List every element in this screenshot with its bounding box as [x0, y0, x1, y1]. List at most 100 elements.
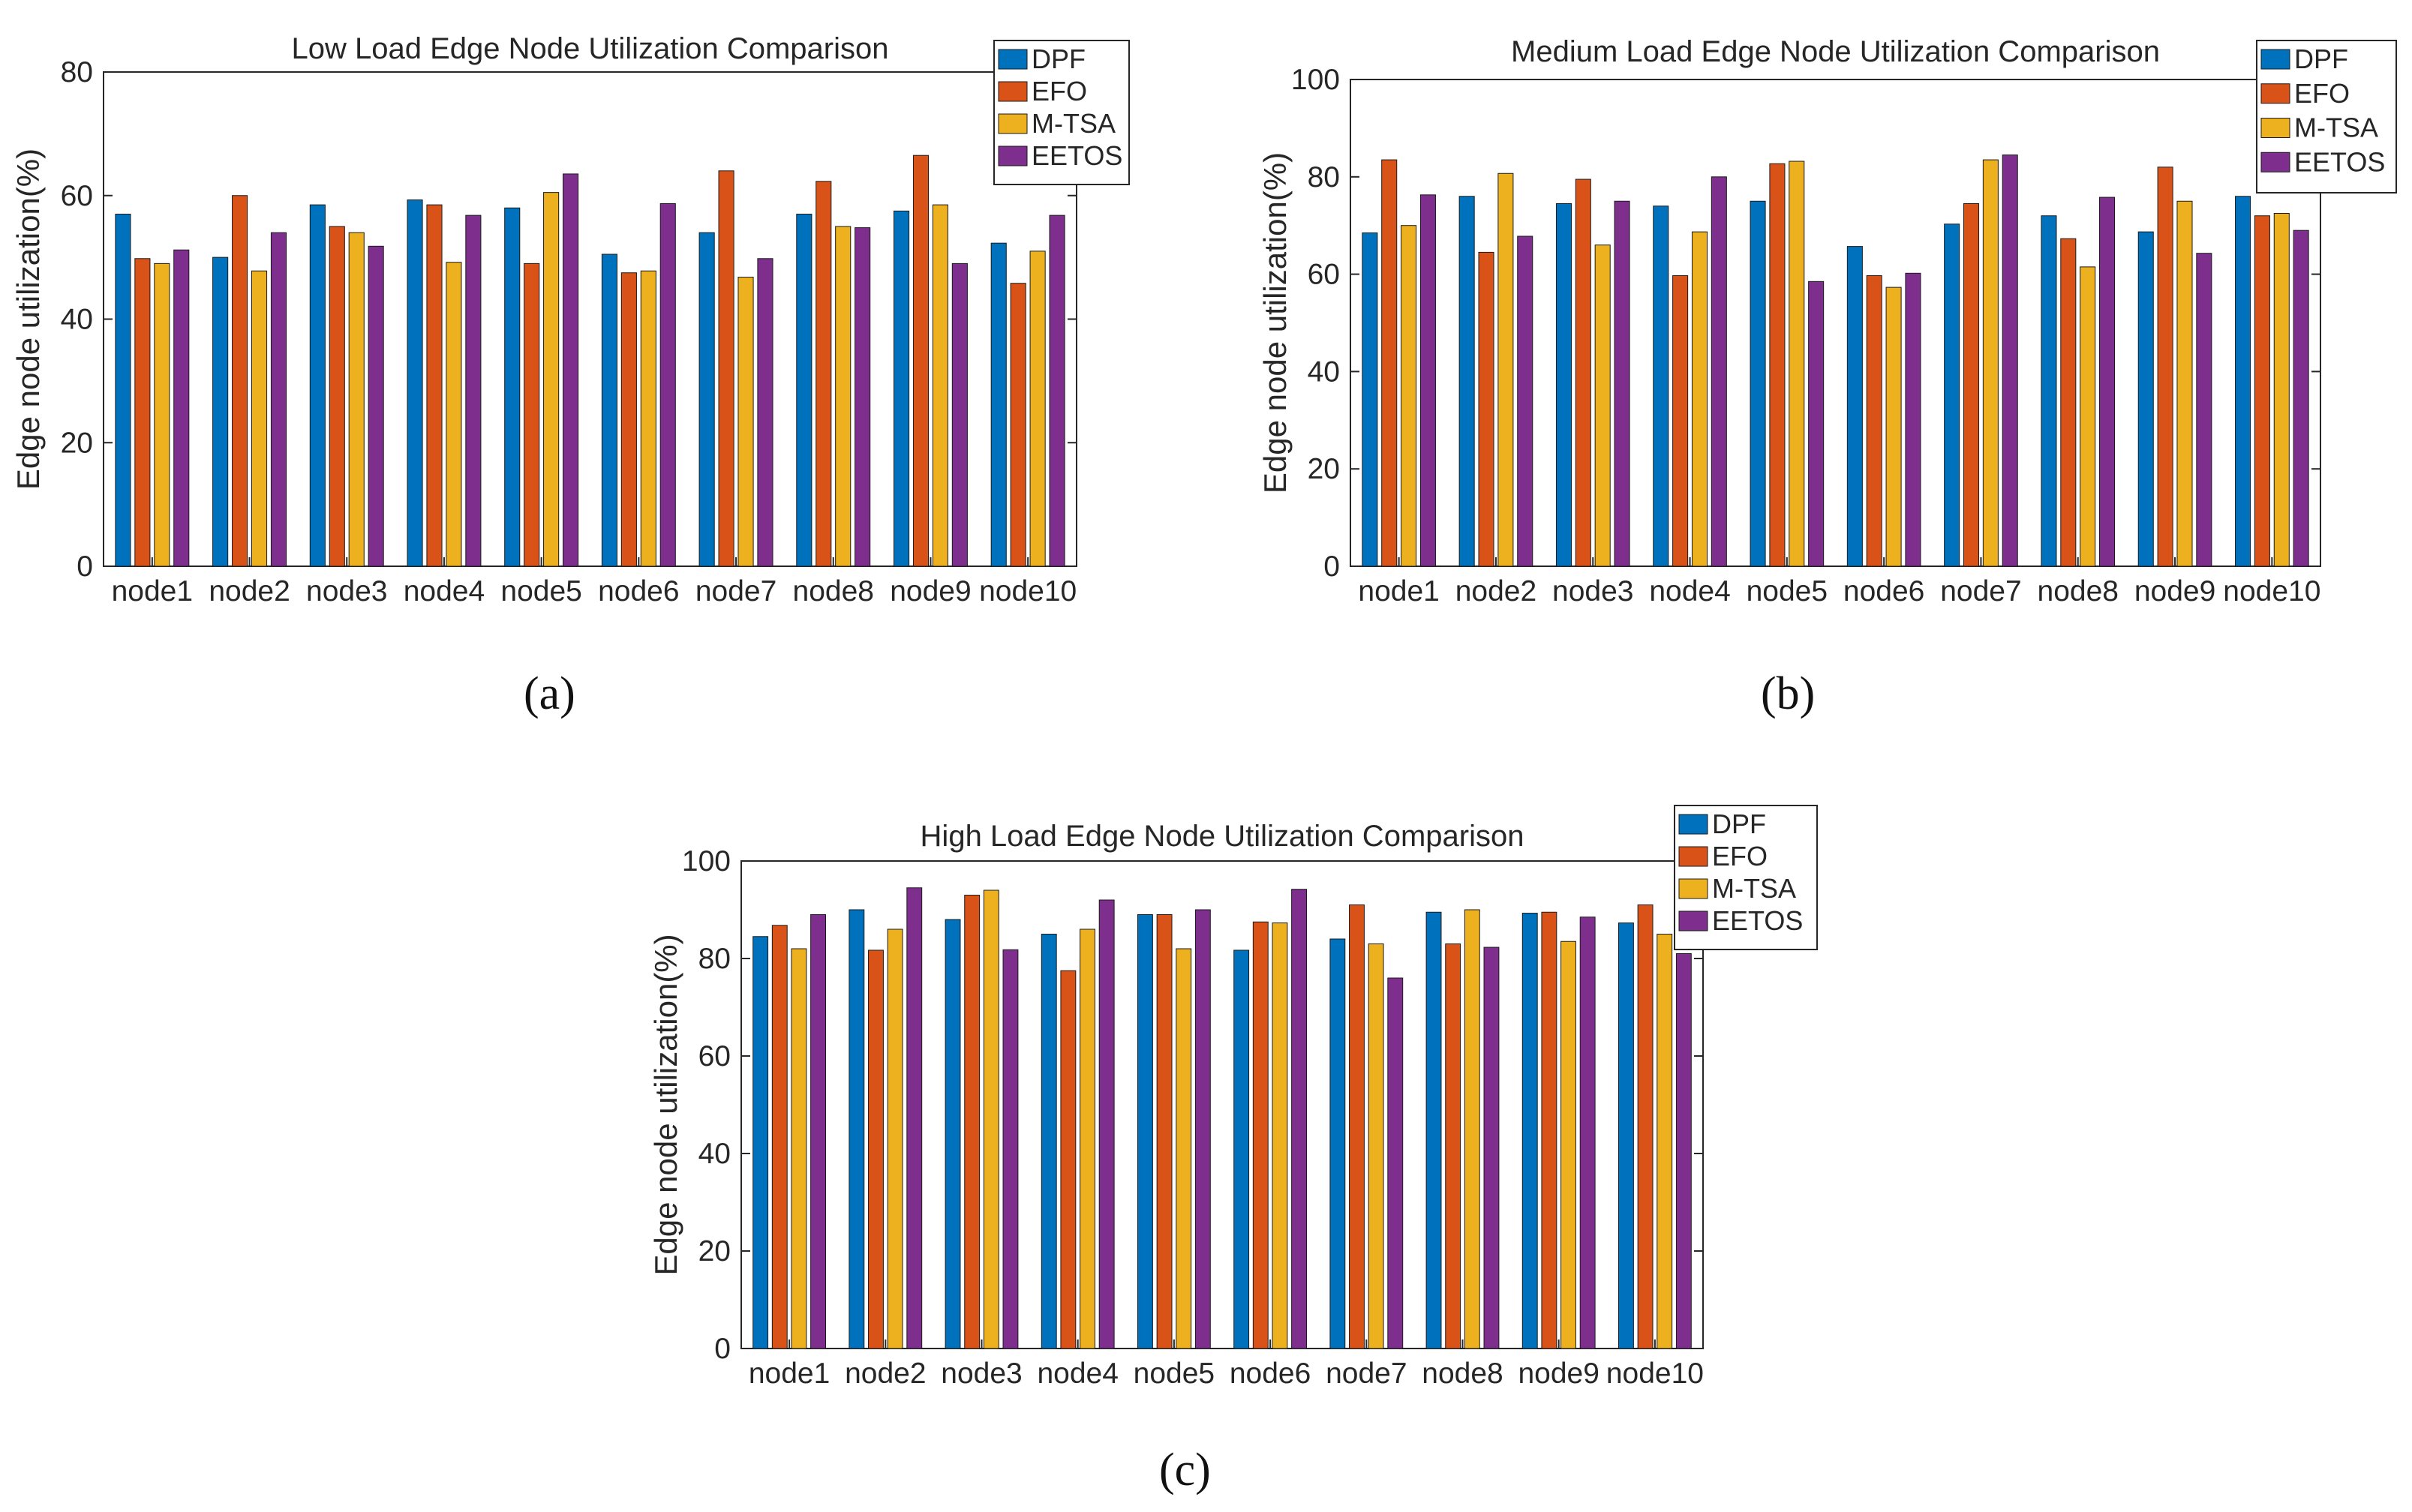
bar-eetos-node8: [1483, 946, 1500, 1349]
bar-dpf-node7: [1944, 224, 1960, 567]
bar-dpf-node6: [601, 254, 617, 567]
x-tick-label: node9: [1518, 1358, 1599, 1390]
legend-label-eetos: EETOS: [1032, 140, 1122, 171]
bar-eetos-node8: [855, 227, 871, 567]
bar-dpf-node1: [1362, 232, 1378, 567]
bar-eetos-node2: [906, 887, 923, 1349]
bar-dpf-node3: [945, 919, 961, 1349]
bar-m-tsa-node5: [1789, 160, 1805, 567]
bar-efo-node1: [134, 258, 151, 567]
y-tick-label: 0: [1323, 550, 1340, 583]
y-tick-label: 100: [682, 845, 731, 878]
y-tick-label: 20: [698, 1235, 731, 1268]
x-tick-label: node2: [845, 1358, 926, 1390]
bar-m-tsa-node3: [983, 890, 999, 1349]
bar-eetos-node1: [1419, 194, 1436, 567]
bar-eetos-node6: [659, 202, 676, 567]
x-tick-label: node1: [1358, 575, 1439, 608]
bar-efo-node2: [868, 950, 884, 1349]
bar-efo-node8: [2060, 238, 2077, 567]
plot-area: [740, 860, 1704, 1349]
bar-dpf-node5: [504, 207, 521, 567]
bar-efo-node3: [329, 226, 345, 567]
bar-m-tsa-node1: [791, 948, 807, 1349]
x-tick-label: node2: [1455, 575, 1536, 608]
bar-m-tsa-node6: [1885, 286, 1902, 567]
bar-dpf-node7: [1329, 938, 1346, 1349]
bar-efo-node4: [1672, 275, 1689, 567]
chart-title: High Load Edge Node Utilization Comparis…: [921, 820, 1524, 853]
bar-dpf-node6: [1233, 950, 1250, 1349]
y-tick-label: 0: [77, 550, 93, 583]
bar-eetos-node10: [1675, 953, 1692, 1349]
x-tick-label: node5: [500, 575, 581, 608]
x-tick-label: node7: [1940, 575, 2021, 608]
legend-swatch-dpf: [2260, 49, 2290, 70]
bar-dpf-node6: [1846, 246, 1863, 567]
bar-dpf-node9: [2137, 231, 2154, 567]
bar-eetos-node7: [2002, 154, 2018, 567]
bar-eetos-node1: [173, 249, 190, 567]
y-tick-label: 20: [61, 427, 93, 459]
x-tick-label: node4: [1649, 575, 1730, 608]
y-tick-label: 40: [1308, 356, 1340, 388]
bar-m-tsa-node1: [1401, 225, 1417, 567]
chart-low-load: 0 20 40 60 80 node1 node2 node3 node4 node5 node6 n…: [11, 32, 1130, 608]
y-axis-label: Edge node utilization(%): [648, 934, 683, 1275]
bar-dpf-node1: [752, 936, 769, 1349]
legend-swatch-m-tsa: [1678, 878, 1708, 899]
plot-area: [103, 71, 1077, 567]
x-tick-label: node5: [1747, 575, 1828, 608]
legend-swatch-efo: [2260, 83, 2290, 104]
bar-dpf-node8: [796, 213, 813, 567]
y-tick-label: 60: [698, 1040, 731, 1072]
bar-efo-node5: [1769, 163, 1786, 567]
legend-label-dpf: DPF: [2294, 44, 2348, 74]
bar-m-tsa-node4: [1080, 928, 1095, 1349]
bar-dpf-node3: [1555, 202, 1572, 567]
legend-swatch-dpf: [998, 49, 1028, 70]
bar-eetos-node6: [1291, 889, 1307, 1349]
y-tick-label: 40: [61, 304, 93, 336]
x-tick-label: node10: [979, 575, 1077, 608]
bar-efo-node4: [1060, 970, 1077, 1349]
bar-m-tsa-node2: [1497, 172, 1514, 567]
bar-efo-node8: [816, 181, 832, 567]
legend-label-m-tsa: M-TSA: [2294, 112, 2378, 143]
bar-eetos-node3: [368, 245, 384, 567]
bar-eetos-node9: [2196, 253, 2212, 567]
bar-m-tsa-node9: [2176, 200, 2193, 567]
x-tick-label: node4: [404, 575, 485, 608]
bar-m-tsa-node7: [1368, 944, 1384, 1349]
bar-efo-node7: [718, 170, 734, 567]
x-tick-label: node1: [112, 575, 193, 608]
legend-label-efo: EFO: [2294, 78, 2350, 109]
bar-eetos-node3: [1614, 200, 1630, 567]
caption-c: (c): [1159, 1444, 1211, 1496]
y-tick-label: 0: [714, 1333, 731, 1365]
bar-efo-node7: [1963, 202, 1980, 567]
bar-m-tsa-node4: [1691, 231, 1708, 567]
bar-efo-node2: [232, 195, 248, 567]
bar-dpf-node1: [115, 213, 131, 567]
bar-efo-node2: [1478, 251, 1494, 567]
y-tick-label: 80: [698, 943, 731, 975]
x-tick-label: node3: [306, 575, 387, 608]
bar-dpf-node4: [407, 200, 423, 567]
bar-eetos-node10: [1049, 214, 1065, 567]
bar-efo-node3: [964, 895, 981, 1349]
bar-efo-node7: [1349, 904, 1365, 1349]
bar-efo-node6: [620, 272, 637, 567]
x-tick-label: node6: [1843, 575, 1924, 608]
bar-eetos-node10: [2293, 230, 2309, 567]
caption-b: (b): [1761, 668, 1816, 719]
bar-dpf-node3: [309, 204, 326, 567]
chart-medium-load: 0 20 40 60 80 100 node1 node2 node3 node4 node5 nod…: [1257, 35, 2397, 608]
bar-efo-node10: [1637, 904, 1654, 1349]
bar-m-tsa-node10: [1029, 250, 1046, 567]
bar-dpf-node8: [2041, 215, 2057, 567]
bar-dpf-node10: [1618, 922, 1634, 1349]
bar-eetos-node4: [1098, 899, 1115, 1349]
legend-label-m-tsa: M-TSA: [1032, 108, 1116, 139]
x-tick-label: node7: [1326, 1358, 1407, 1390]
